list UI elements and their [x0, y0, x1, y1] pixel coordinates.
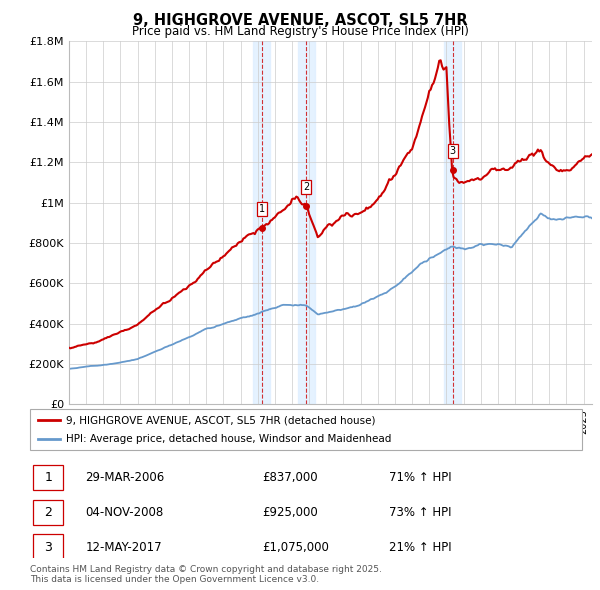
- Text: Price paid vs. HM Land Registry's House Price Index (HPI): Price paid vs. HM Land Registry's House …: [131, 25, 469, 38]
- Text: 2: 2: [303, 182, 310, 192]
- Text: 1: 1: [44, 471, 52, 484]
- Text: 3: 3: [449, 146, 455, 156]
- Text: £925,000: £925,000: [262, 506, 317, 519]
- Text: 12-MAY-2017: 12-MAY-2017: [85, 540, 162, 553]
- Text: 04-NOV-2008: 04-NOV-2008: [85, 506, 163, 519]
- Text: 3: 3: [44, 540, 52, 553]
- Text: Contains HM Land Registry data © Crown copyright and database right 2025.
This d: Contains HM Land Registry data © Crown c…: [30, 565, 382, 584]
- Text: 2: 2: [44, 506, 52, 519]
- Text: 1: 1: [259, 204, 265, 214]
- FancyBboxPatch shape: [33, 465, 63, 490]
- Text: 9, HIGHGROVE AVENUE, ASCOT, SL5 7HR: 9, HIGHGROVE AVENUE, ASCOT, SL5 7HR: [133, 13, 467, 28]
- Bar: [298, 41, 315, 404]
- FancyBboxPatch shape: [30, 409, 582, 450]
- Text: HPI: Average price, detached house, Windsor and Maidenhead: HPI: Average price, detached house, Wind…: [66, 434, 391, 444]
- Text: £837,000: £837,000: [262, 471, 317, 484]
- Text: 29-MAR-2006: 29-MAR-2006: [85, 471, 164, 484]
- Bar: [444, 41, 461, 404]
- Text: £1,075,000: £1,075,000: [262, 540, 329, 553]
- Text: 71% ↑ HPI: 71% ↑ HPI: [389, 471, 451, 484]
- Text: 73% ↑ HPI: 73% ↑ HPI: [389, 506, 451, 519]
- FancyBboxPatch shape: [33, 535, 63, 560]
- Bar: [253, 41, 271, 404]
- Text: 21% ↑ HPI: 21% ↑ HPI: [389, 540, 451, 553]
- FancyBboxPatch shape: [33, 500, 63, 525]
- Text: 9, HIGHGROVE AVENUE, ASCOT, SL5 7HR (detached house): 9, HIGHGROVE AVENUE, ASCOT, SL5 7HR (det…: [66, 415, 376, 425]
